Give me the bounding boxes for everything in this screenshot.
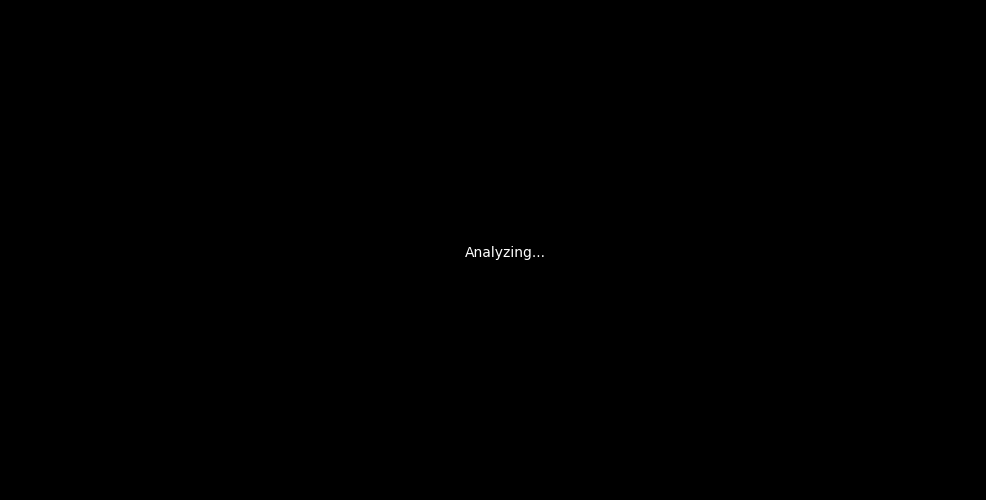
Text: Analyzing...: Analyzing... [464, 246, 546, 260]
